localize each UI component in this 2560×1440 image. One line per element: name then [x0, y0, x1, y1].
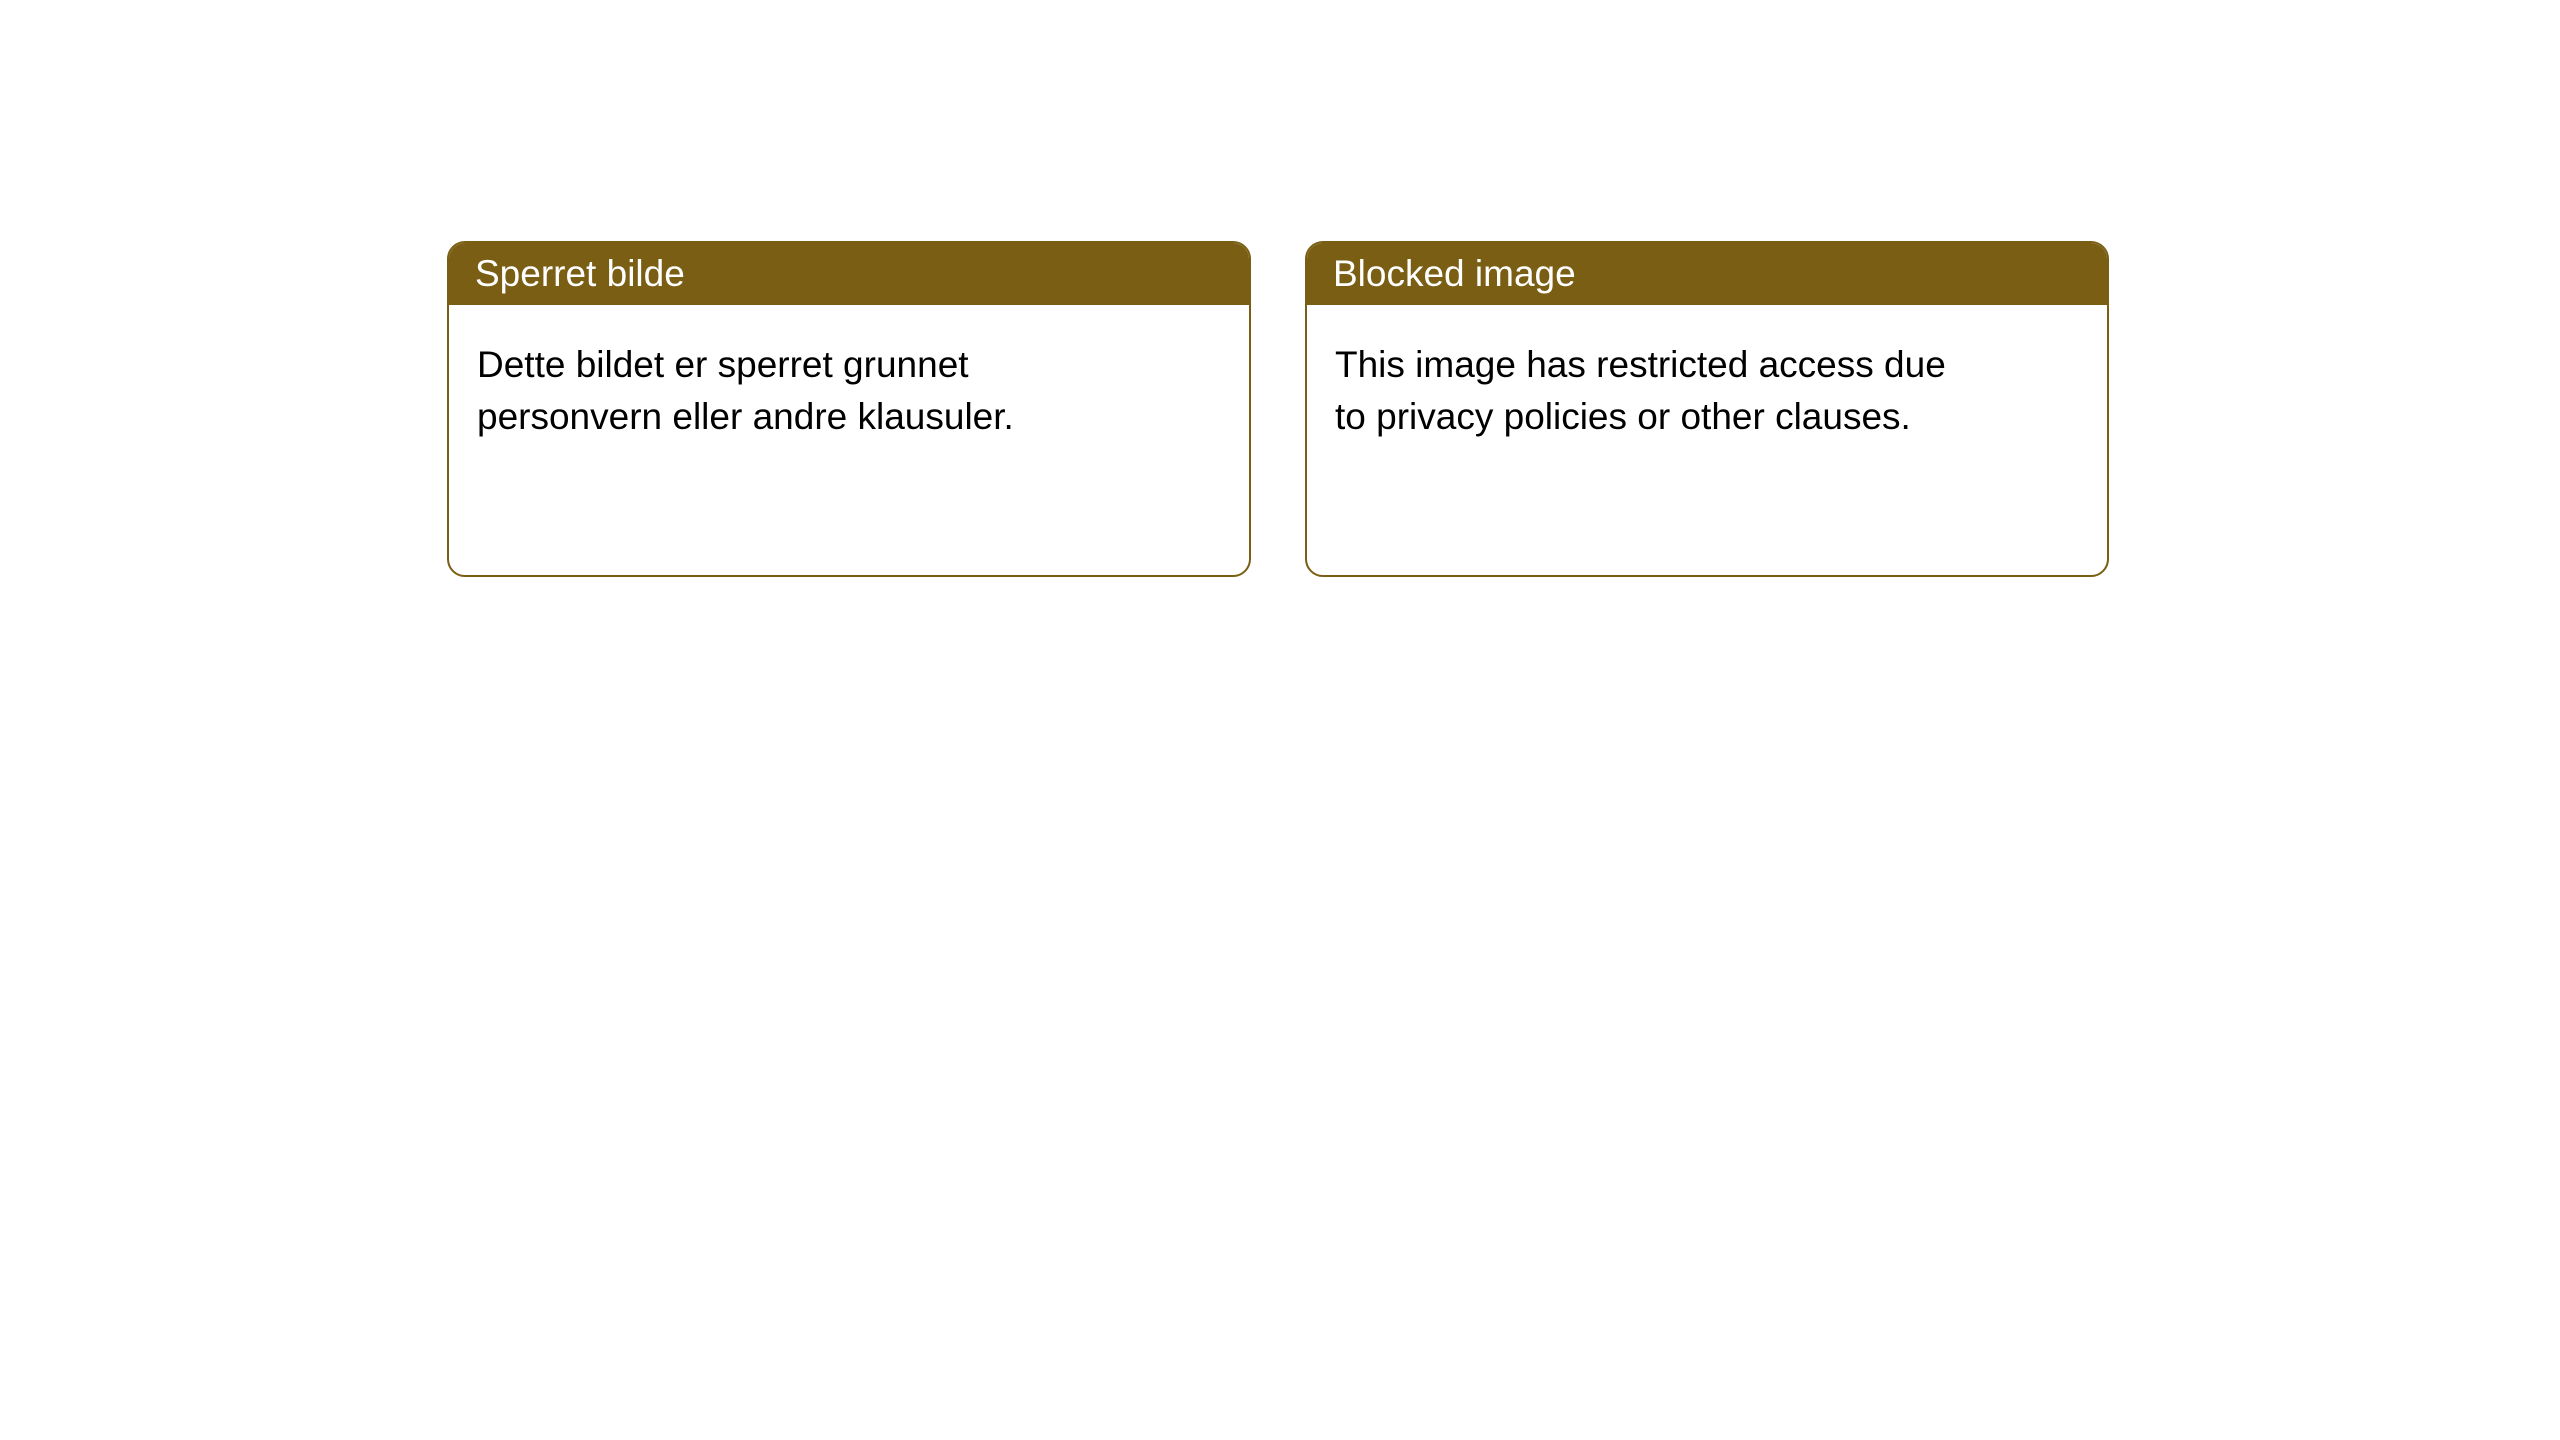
- panel-body-norwegian: Dette bildet er sperret grunnet personve…: [449, 305, 1129, 477]
- panel-title-norwegian: Sperret bilde: [475, 253, 685, 295]
- panel-title-english: Blocked image: [1333, 253, 1576, 295]
- panel-header-english: Blocked image: [1307, 243, 2107, 305]
- panel-message-english: This image has restricted access due to …: [1335, 344, 1946, 437]
- panels-container: Sperret bilde Dette bildet er sperret gr…: [0, 0, 2560, 577]
- panel-norwegian: Sperret bilde Dette bildet er sperret gr…: [447, 241, 1251, 577]
- panel-body-english: This image has restricted access due to …: [1307, 305, 1987, 477]
- panel-message-norwegian: Dette bildet er sperret grunnet personve…: [477, 344, 1014, 437]
- panel-header-norwegian: Sperret bilde: [449, 243, 1249, 305]
- panel-english: Blocked image This image has restricted …: [1305, 241, 2109, 577]
